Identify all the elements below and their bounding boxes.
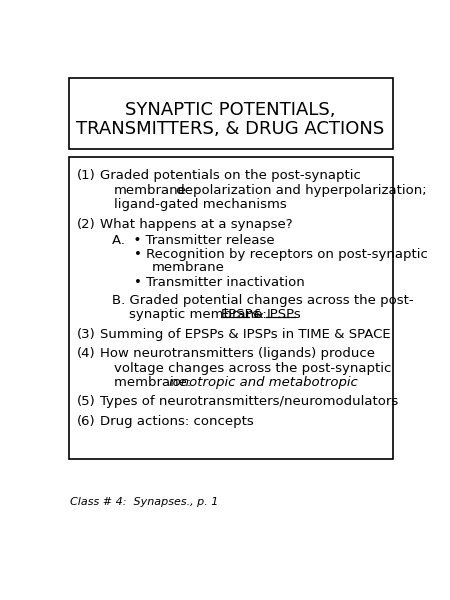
- Text: SYNAPTIC POTENTIALS,: SYNAPTIC POTENTIALS,: [126, 101, 336, 119]
- Text: membrane: membrane: [152, 262, 225, 274]
- Text: (4): (4): [76, 347, 95, 360]
- Text: membrane:: membrane:: [113, 376, 195, 389]
- FancyBboxPatch shape: [69, 157, 392, 458]
- Text: (1): (1): [76, 169, 95, 182]
- Text: &: &: [249, 308, 268, 322]
- Text: (5): (5): [76, 395, 95, 409]
- Text: IPSPs: IPSPs: [266, 308, 301, 322]
- Text: Drug actions: concepts: Drug actions: concepts: [99, 415, 253, 428]
- Text: ionotropic and metabotropic: ionotropic and metabotropic: [169, 376, 358, 389]
- Text: membrane:: membrane:: [113, 184, 191, 197]
- Text: Summing of EPSPs & IPSPs in TIME & SPACE: Summing of EPSPs & IPSPs in TIME & SPACE: [99, 328, 390, 341]
- Text: How neurotransmitters (ligands) produce: How neurotransmitters (ligands) produce: [99, 347, 375, 360]
- Text: (3): (3): [76, 328, 95, 341]
- Text: B. Graded potential changes across the post-: B. Graded potential changes across the p…: [112, 294, 414, 307]
- Text: (6): (6): [76, 415, 95, 428]
- FancyBboxPatch shape: [69, 78, 392, 149]
- Text: Graded potentials on the post-synaptic: Graded potentials on the post-synaptic: [99, 169, 360, 182]
- Text: TRANSMITTERS, & DRUG ACTIONS: TRANSMITTERS, & DRUG ACTIONS: [76, 120, 385, 138]
- Text: What happens at a synapse?: What happens at a synapse?: [99, 218, 292, 230]
- Text: EPSPs: EPSPs: [220, 308, 260, 322]
- Text: Class # 4:  Synapses., p. 1: Class # 4: Synapses., p. 1: [70, 497, 219, 507]
- Text: • Recognition by receptors on post-synaptic: • Recognition by receptors on post-synap…: [134, 248, 428, 262]
- Text: • Transmitter inactivation: • Transmitter inactivation: [134, 276, 305, 289]
- Text: (2): (2): [76, 218, 95, 230]
- Text: A.  • Transmitter release: A. • Transmitter release: [112, 234, 274, 247]
- Text: voltage changes across the post-synaptic: voltage changes across the post-synaptic: [113, 362, 391, 374]
- Text: ligand-gated mechanisms: ligand-gated mechanisms: [113, 198, 286, 211]
- Text: synaptic membrane:: synaptic membrane:: [129, 308, 275, 322]
- Text: depolarization and hyperpolarization;: depolarization and hyperpolarization;: [172, 184, 427, 197]
- Text: Types of neurotransmitters/neuromodulators: Types of neurotransmitters/neuromodulato…: [99, 395, 398, 409]
